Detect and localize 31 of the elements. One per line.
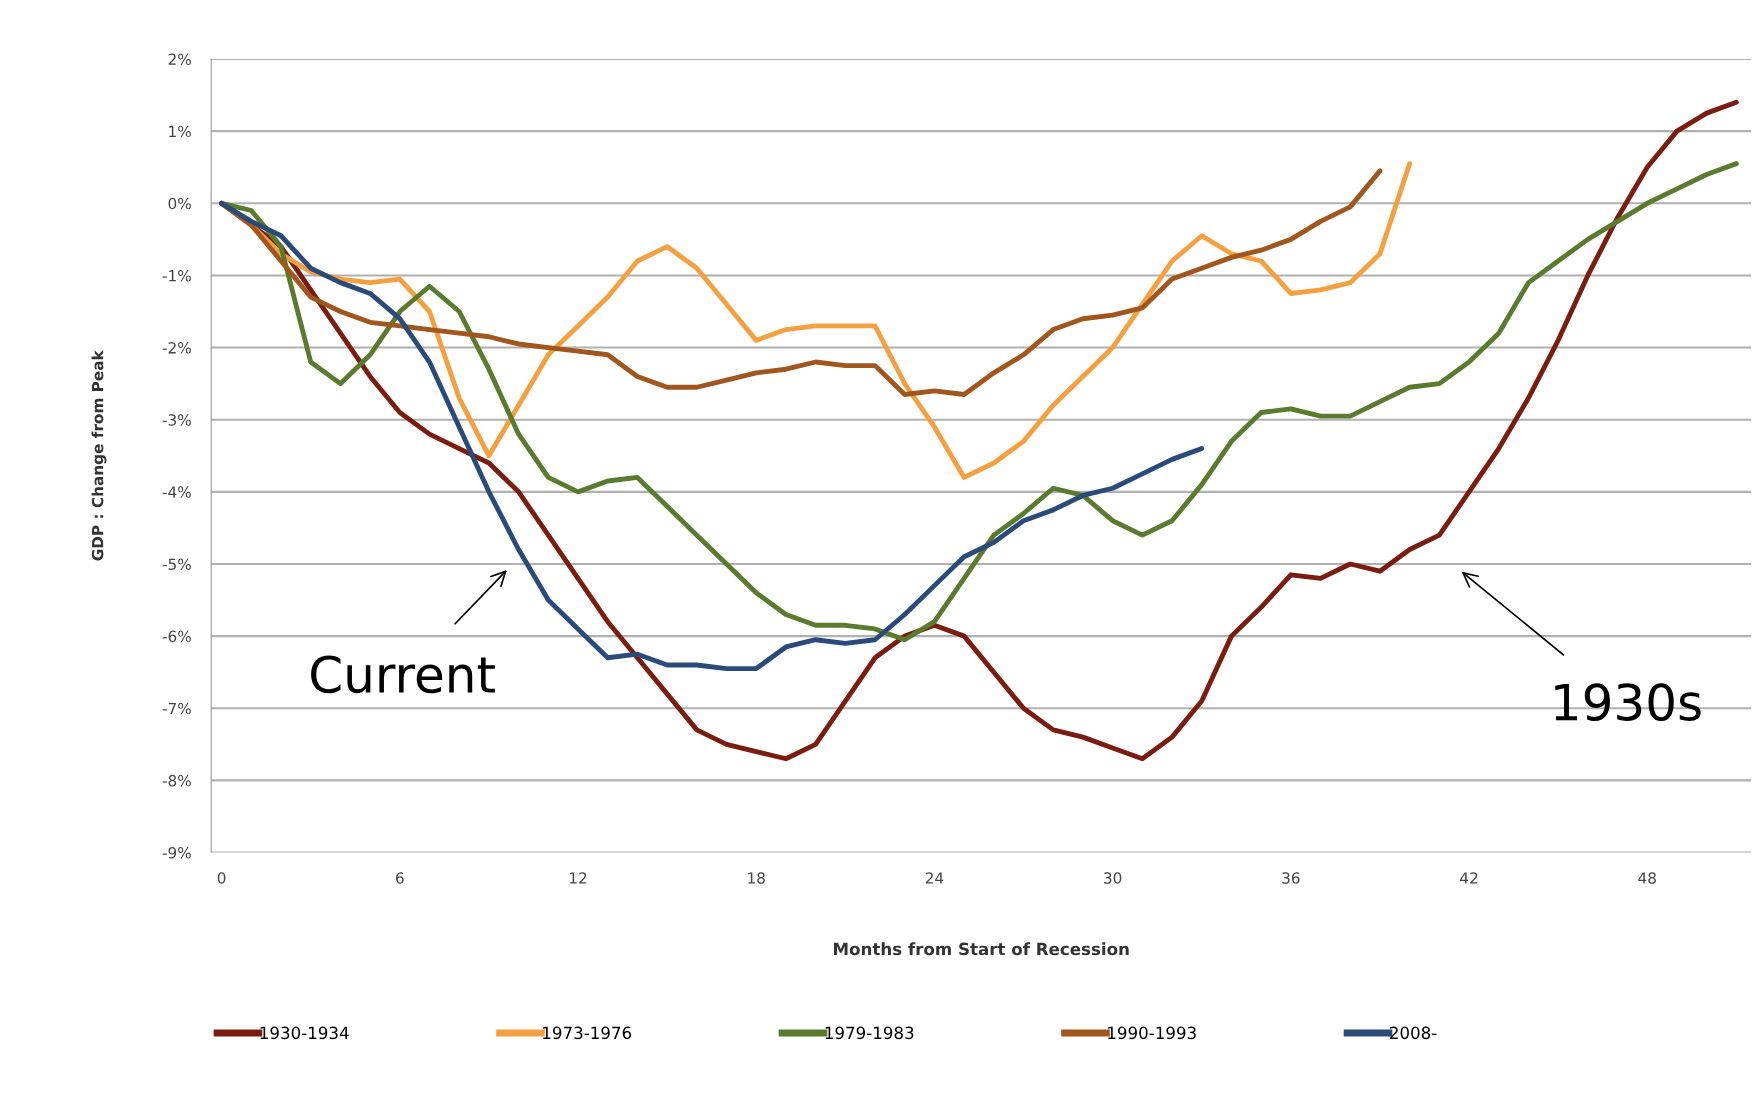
- y-tick-label: 2%: [168, 53, 191, 66]
- x-tick-label: 12: [569, 872, 587, 884]
- annotation: 1930s: [1555, 683, 1701, 722]
- y-tick-label: -3%: [162, 414, 191, 426]
- y-tick-label: -8%: [162, 774, 191, 787]
- legend-label: 2008-: [1390, 1026, 1437, 1040]
- x-tick-label: 42: [1460, 872, 1478, 884]
- x-tick-label: 48: [1638, 872, 1656, 884]
- y-axis-title: GDP : Change from Peak: [91, 349, 107, 561]
- x-axis-title: Months from Start of Recession: [834, 942, 1129, 956]
- x-tick-label: 36: [1282, 872, 1300, 884]
- y-tick-label: -2%: [162, 342, 191, 354]
- line-series: [219, 168, 1383, 397]
- y-tick-label: 1%: [169, 125, 191, 138]
- x-tick-label: 30: [1104, 872, 1122, 884]
- y-tick-label: -9%: [162, 847, 191, 859]
- x-tick-label: 6: [396, 872, 404, 884]
- x-tick-label: 18: [748, 872, 765, 884]
- x-tick-label: 0: [217, 872, 226, 884]
- legend-label: 1990-1993: [1108, 1026, 1196, 1040]
- y-tick-label: 0%: [168, 197, 191, 210]
- y-tick-label: -1%: [162, 269, 191, 282]
- legend-label: 1930-1934: [260, 1026, 349, 1040]
- y-tick-label: -4%: [162, 486, 191, 498]
- legend-label: 1973-1976: [543, 1026, 632, 1040]
- y-tick-label: -7%: [162, 702, 191, 715]
- y-tick-label: -6%: [162, 630, 191, 643]
- annotation: Current: [311, 655, 495, 694]
- x-tick-label: 24: [925, 872, 944, 884]
- legend-label: 1979-1983: [825, 1026, 914, 1040]
- y-tick-label: -5%: [162, 558, 191, 571]
